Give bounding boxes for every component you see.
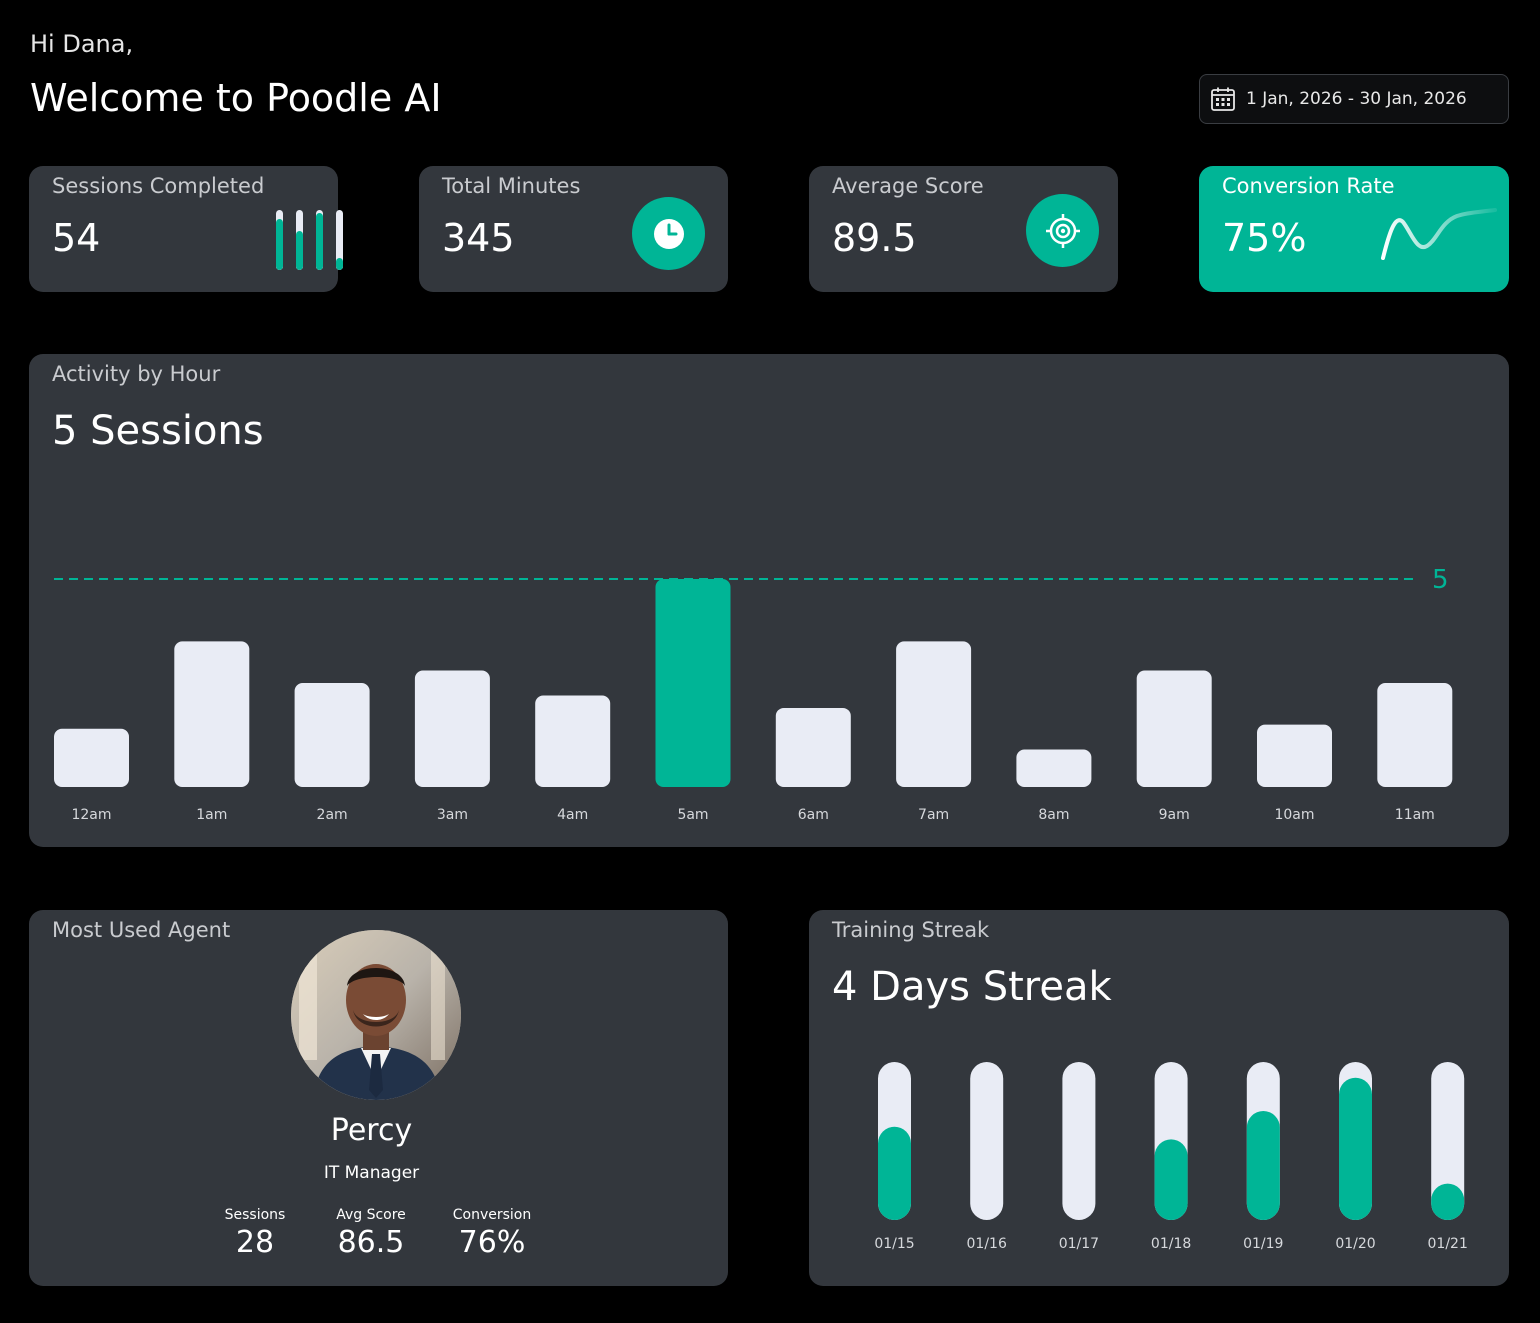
activity-tick-label: 4am xyxy=(557,807,588,823)
activity-bar xyxy=(414,670,490,787)
mini-bar xyxy=(276,210,283,270)
streak-bar-fill xyxy=(1431,1183,1465,1220)
activity-bar xyxy=(655,579,731,787)
agent-stat-value: 76% xyxy=(458,1225,526,1260)
activity-bar xyxy=(1377,683,1453,787)
average-score-card: Average Score 89.5 xyxy=(809,166,1118,292)
activity-bar xyxy=(54,728,129,787)
activity-tick-label: 10am xyxy=(1274,807,1314,823)
activity-tick-label: 5am xyxy=(677,807,708,823)
streak-bar-track xyxy=(1062,1062,1096,1220)
mini-bar-fill xyxy=(276,219,283,270)
section-label: Activity by Hour xyxy=(52,362,221,386)
activity-tick-label: 9am xyxy=(1159,807,1190,823)
agent-stat-avg-score: Avg Score 86.5 xyxy=(325,1207,417,1260)
activity-by-hour-card: Activity by Hour 5 Sessions 5 12am 1am 2am… xyxy=(29,354,1509,847)
sessions-completed-card: Sessions Completed 54 xyxy=(29,166,343,292)
mini-bar xyxy=(296,210,303,270)
stat-value: 89.5 xyxy=(832,216,917,260)
activity-tick-label: 6am xyxy=(798,807,829,823)
streak-bar-fill xyxy=(1246,1110,1280,1220)
streak-bar-fill xyxy=(1154,1139,1188,1220)
mini-bar xyxy=(316,210,323,270)
activity-bar xyxy=(1136,670,1212,787)
agent-stat-value: 28 xyxy=(235,1225,275,1260)
training-streak-card: Training Streak 4 Days Streak 01/15 01/16… xyxy=(809,910,1509,1286)
activity-bar xyxy=(775,707,851,787)
activity-tick-label: 1am xyxy=(196,807,227,823)
section-label: Training Streak xyxy=(832,918,990,942)
activity-bar xyxy=(1016,749,1092,787)
streak-bar-fill xyxy=(878,1126,911,1220)
agent-stat-label: Conversion xyxy=(452,1207,532,1223)
activity-headline: 5 Sessions xyxy=(52,408,264,454)
streak-tick-label: 01/16 xyxy=(967,1236,1007,1252)
agent-stat-value: 86.5 xyxy=(337,1225,405,1260)
stat-label: Conversion Rate xyxy=(1222,174,1395,198)
date-range-label: 1 Jan, 2026 - 30 Jan, 2026 xyxy=(1246,89,1467,109)
activity-tick-label: 3am xyxy=(437,807,468,823)
agent-stat-conversion: Conversion 76% xyxy=(446,1207,538,1260)
section-label: Most Used Agent xyxy=(52,918,231,942)
activity-bar xyxy=(294,683,370,787)
activity-tick-label: 2am xyxy=(317,807,348,823)
streak-bar-track xyxy=(1431,1062,1465,1220)
streak-bar-fill xyxy=(1339,1077,1372,1220)
activity-tick-label: 8am xyxy=(1038,807,1069,823)
activity-bar-chart: 5 12am 1am 2am 3am 4am 5am 6am 7am 8am 9am 10am 11a… xyxy=(54,565,1453,823)
activity-bar xyxy=(896,641,972,787)
stat-label: Sessions Completed xyxy=(52,174,265,198)
clock-icon xyxy=(632,197,705,270)
total-minutes-card: Total Minutes 345 xyxy=(419,166,728,292)
agent-stat-sessions: Sessions 28 xyxy=(214,1207,296,1260)
streak-tick-label: 01/20 xyxy=(1335,1236,1375,1252)
activity-tick-label: 12am xyxy=(71,807,111,823)
activity-tick-label: 11am xyxy=(1395,807,1435,823)
greeting: Hi Dana, xyxy=(30,30,134,58)
streak-bar-chart: 01/15 01/16 01/17 01/18 01/19 01/20 01/21 xyxy=(874,1062,1468,1252)
stat-value: 75% xyxy=(1222,216,1307,260)
streak-tick-label: 01/19 xyxy=(1243,1236,1283,1252)
streak-bar-track xyxy=(970,1062,1004,1220)
streak-tick-label: 01/17 xyxy=(1059,1236,1099,1252)
streak-tick-label: 01/15 xyxy=(874,1236,914,1252)
most-used-agent-card: Most Used Agent Per xyxy=(29,910,728,1286)
activity-bar xyxy=(174,641,250,787)
agent-stat-label: Sessions xyxy=(224,1207,286,1223)
streak-tick-label: 01/21 xyxy=(1428,1236,1468,1252)
page-title: Welcome to Poodle AI xyxy=(30,76,442,120)
trend-line-icon xyxy=(1381,208,1497,260)
streak-tick-label: 01/18 xyxy=(1151,1236,1191,1252)
progress-bars-icon xyxy=(276,210,346,270)
target-icon xyxy=(1026,194,1099,267)
stat-value: 345 xyxy=(442,216,515,260)
agent-name: Percy xyxy=(330,1113,413,1148)
agent-stat-label: Avg Score xyxy=(336,1207,406,1223)
stat-label: Average Score xyxy=(832,174,984,198)
agent-avatar xyxy=(291,930,461,1100)
activity-bar xyxy=(1257,724,1332,787)
mini-bar-fill xyxy=(336,258,343,270)
mini-bar-fill xyxy=(316,213,323,270)
mini-bar xyxy=(336,210,343,270)
agent-role: IT Manager xyxy=(323,1163,420,1183)
mini-bar-fill xyxy=(296,231,303,270)
date-range-picker[interactable]: 1 Jan, 2026 - 30 Jan, 2026 xyxy=(1199,74,1509,124)
conversion-rate-card: Conversion Rate 75% xyxy=(1199,166,1509,292)
stat-label: Total Minutes xyxy=(442,174,581,198)
streak-headline: 4 Days Streak xyxy=(832,964,1112,1010)
calendar-icon xyxy=(1211,87,1235,111)
activity-bar xyxy=(535,695,611,787)
activity-tick-label: 7am xyxy=(918,807,949,823)
stat-value: 54 xyxy=(52,216,101,260)
reference-value-label: 5 xyxy=(1432,565,1449,595)
